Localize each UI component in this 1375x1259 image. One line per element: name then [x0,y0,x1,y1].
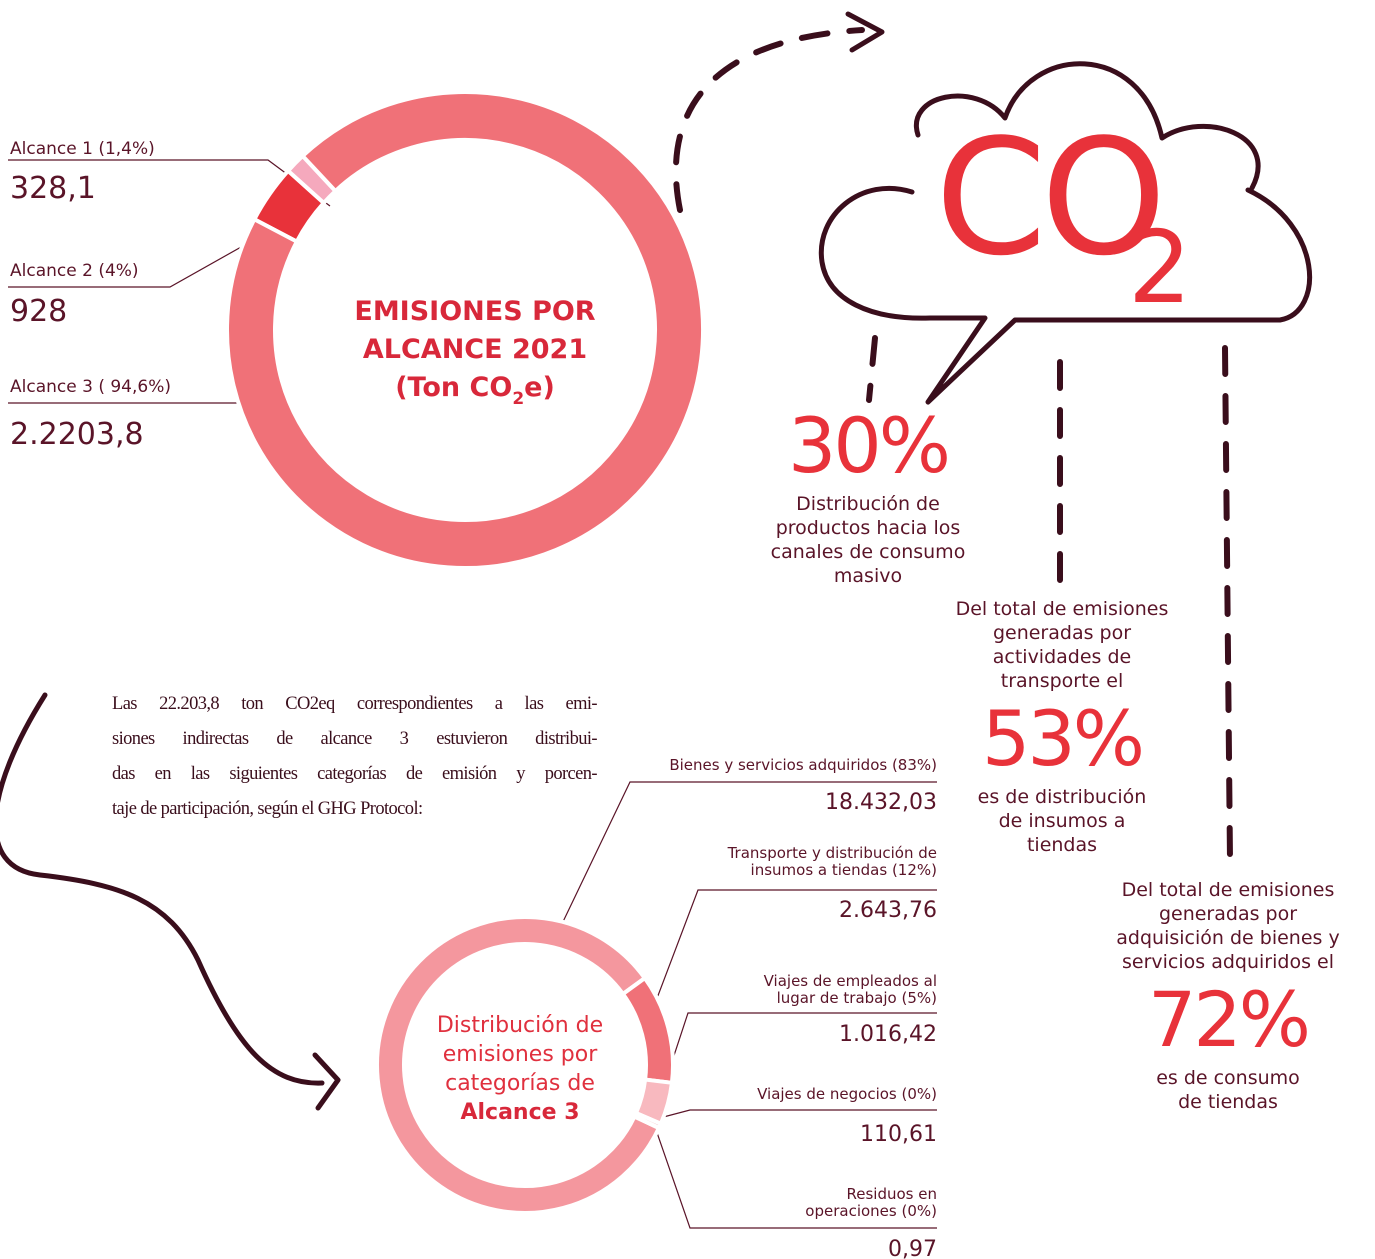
category-label: Viajes de empleados al lugar de trabajo … [764,973,937,1008]
callout-value: 30% [698,400,1038,492]
unit-subscript: 2 [512,389,524,409]
donut-title: Distribución de [400,1013,640,1038]
callout-text: servicios adquiridos el [1058,950,1375,974]
callout-text: adquisición de bienes y [1058,926,1375,950]
callout-text: productos hacia los [698,516,1038,540]
paragraph-line: siones indirectas de alcance 3 estuviero… [112,729,597,750]
value-label: 2.643,76 [839,898,937,923]
category-label: Alcance 2 (4%) [10,262,139,282]
paragraph-line: das en las siguientes categorías de emis… [112,764,597,785]
callout-text: generadas por [1058,902,1375,926]
callout-text: generadas por [892,621,1232,645]
paragraph-line: Las 22.203,8 ton CO2eq correspondientes … [112,694,597,715]
callout-text: de insumos a [892,809,1232,833]
unit-text: e) [524,372,555,403]
callout-text: de tiendas [1058,1090,1375,1114]
curved-arrow [0,695,322,1083]
callout-text: Del total de emisiones [1058,878,1375,902]
callout-text: actividades de [892,645,1232,669]
callout-text: Del total de emisiones [892,597,1232,621]
dashed-arrow [676,30,862,210]
callout-text: es de consumo [1058,1066,1375,1090]
donut-unit: (Ton CO2e) [315,372,635,403]
callout-text: transporte el [892,669,1232,693]
donut-title: ALCANCE 2021 [315,334,635,365]
category-label: Residuos en operaciones (0%) [805,1186,937,1221]
callout-text: Distribución de [698,492,1038,516]
donut-title: categorías de [400,1071,640,1096]
callout-text: es de distribución [892,785,1232,809]
donut-title-emphasis: Alcance 3 [400,1100,640,1125]
value-label: 110,61 [860,1122,937,1147]
cloud-label: CO [935,118,1161,278]
callout-value: 72% [1058,974,1375,1066]
cloud-subscript: 2 [1128,218,1192,318]
category-label: Viajes de negocios (0%) [757,1086,937,1103]
unit-text: (Ton CO [395,372,512,403]
dashed-line [869,338,875,400]
donut-title: emisiones por [400,1042,640,1067]
donut-title: EMISIONES POR [315,296,635,327]
infographic: Alcance 1 (1,4%) 328,1 Alcance 2 (4%) 928 Al… [0,0,1375,1259]
callout-text: masivo [698,564,1038,588]
callout-text: canales de consumo [698,540,1038,564]
leader-line [652,1110,937,1120]
value-label: 2.2203,8 [10,418,144,453]
category-label: Alcance 1 (1,4%) [10,140,155,160]
callout-value: 53% [892,693,1232,785]
value-label: 328,1 [10,172,96,207]
callout-text: tiendas [892,833,1232,857]
value-label: 0,97 [888,1237,937,1259]
category-label: Alcance 3 ( 94,6%) [10,378,171,398]
value-label: 1.016,42 [839,1022,937,1047]
paragraph-line: taje de participación, según el GHG Prot… [112,799,597,820]
value-label: 928 [10,295,67,330]
